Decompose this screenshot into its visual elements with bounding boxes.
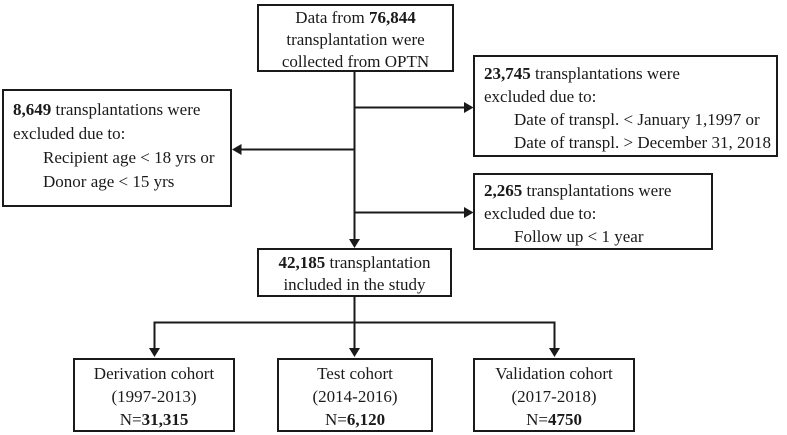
source-line2: transplantation were — [286, 30, 425, 49]
arrowhead-right-excluded-followup — [464, 207, 474, 218]
connector-to-excluded-followup — [354, 207, 474, 218]
cohort-validation-years: (2017-2018) — [511, 387, 597, 406]
cohort-derivation-n: N=31,315 — [119, 410, 189, 429]
cohort-test-years: (2014-2016) — [312, 387, 398, 406]
connector-source-to-included — [349, 72, 360, 248]
box-cohort-test: Test cohort (2014-2016) N=6,120 — [277, 358, 433, 432]
cohort-test-count: 6,120 — [346, 410, 386, 429]
excluded-dates-reason-1: Date of transpl. < January 1,1997 or — [514, 110, 760, 129]
arrowhead-down-included — [349, 239, 360, 248]
excluded-followup-line2: excluded due to: — [484, 204, 597, 223]
arrowhead-left-excluded-age — [232, 144, 242, 155]
excluded-age-line1: 8,649 transplantations were — [13, 100, 201, 119]
arrowhead-down-test — [349, 348, 360, 357]
excluded-followup-count: 2,265 — [484, 181, 523, 200]
arrowhead-down-validation — [549, 348, 560, 357]
excluded-dates-line2: excluded due to: — [484, 87, 597, 106]
box-data-source: Data from 76,844 transplantation were co… — [257, 4, 454, 72]
excluded-followup-line1: 2,265 transplantations were — [484, 181, 672, 200]
excluded-followup-reason-1: Follow up < 1 year — [514, 227, 644, 246]
arrowhead-down-derivation — [149, 348, 160, 357]
source-line3: collected from OPTN — [281, 52, 430, 71]
arrowhead-right-excluded-dates — [464, 102, 474, 113]
included-count: 42,185 — [278, 253, 326, 272]
excluded-age-line2: excluded due to: — [13, 124, 126, 143]
source-total-count: 76,844 — [368, 8, 416, 27]
box-excluded-followup: 2,265 transplantations were excluded due… — [473, 173, 713, 250]
included-line1: 42,185 transplantation — [278, 253, 431, 272]
box-cohort-derivation: Derivation cohort (1997-2013) N=31,315 — [73, 358, 235, 432]
box-excluded-age: 8,649 transplantations were excluded due… — [2, 89, 232, 207]
cohort-test-n: N=6,120 — [324, 410, 386, 429]
excluded-age-reason-2: Donor age < 15 yrs — [43, 172, 175, 191]
box-excluded-dates: 23,745 transplantations were excluded du… — [473, 55, 778, 157]
source-line1: Data from 76,844 — [295, 8, 416, 27]
excluded-dates-line1: 23,745 transplantations were — [484, 64, 680, 83]
cohort-validation-count: 4750 — [547, 410, 582, 429]
included-line2: included in the study — [283, 275, 426, 294]
excluded-age-count: 8,649 — [13, 100, 52, 119]
excluded-dates-count: 23,745 — [484, 64, 531, 83]
excluded-dates-reason-2: Date of transpl. > December 31, 2018 — [514, 133, 771, 152]
box-included: 42,185 transplantation included in the s… — [257, 248, 452, 297]
cohort-derivation-title: Derivation cohort — [93, 364, 215, 383]
connector-included-to-cohorts — [149, 297, 560, 357]
cohort-validation-n: N=4750 — [526, 410, 582, 429]
cohort-validation-title: Validation cohort — [495, 364, 613, 383]
cohort-derivation-count: 31,315 — [141, 410, 189, 429]
box-cohort-validation: Validation cohort (2017-2018) N=4750 — [473, 358, 635, 432]
cohort-test-title: Test cohort — [317, 364, 393, 383]
connector-to-excluded-age — [232, 144, 355, 155]
cohort-derivation-years: (1997-2013) — [111, 387, 197, 406]
excluded-age-reason-1: Recipient age < 18 yrs or — [43, 148, 215, 167]
connector-to-excluded-dates — [354, 102, 474, 113]
